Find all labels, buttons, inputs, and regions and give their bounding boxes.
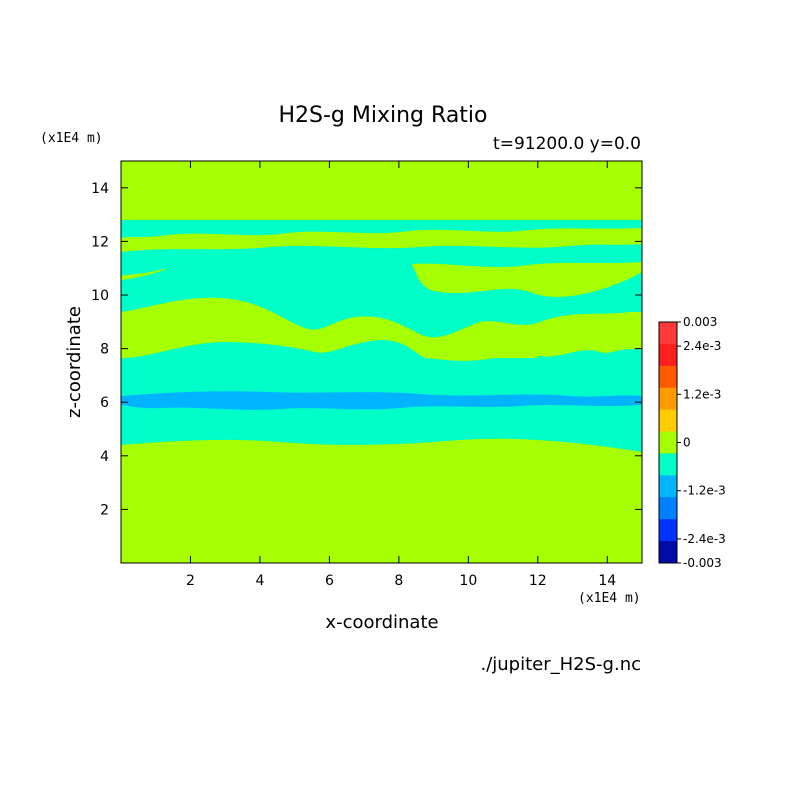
colorbar-swatch xyxy=(659,343,677,367)
chart-title: H2S-g Mixing Ratio xyxy=(278,103,487,128)
y-axis-label: z-coordinate xyxy=(64,306,85,418)
colorbar-swatch xyxy=(659,541,677,564)
chart-subtitle: t=91200.0 y=0.0 xyxy=(493,134,641,154)
colorbar-label: 0 xyxy=(683,436,691,450)
plot-frame xyxy=(120,160,643,564)
colorbar-swatch xyxy=(659,431,677,454)
colorbar-label: 1.2e-3 xyxy=(683,387,721,401)
region-cyan-upper-band xyxy=(121,244,642,276)
x-tick-label: 2 xyxy=(186,573,195,589)
colorbar-label: -0.003 xyxy=(683,556,722,570)
colorbar-label: -2.4e-3 xyxy=(683,532,726,546)
x-tick-label: 4 xyxy=(255,573,264,589)
x-tick-label: 10 xyxy=(459,573,477,589)
colorbar-swatch xyxy=(659,409,677,433)
region-cyan-top-band xyxy=(121,220,642,238)
x-tick-label: 14 xyxy=(598,573,616,589)
y-unit-label: (x1E4 m) xyxy=(40,131,103,146)
colorbar-swatch xyxy=(659,497,677,520)
y-axis: 2 4 6 8 10 12 14 xyxy=(91,181,642,518)
source-file-label: ./jupiter_H2S-g.nc xyxy=(480,654,641,675)
y-tick-label: 4 xyxy=(100,449,109,465)
y-tick-label: 2 xyxy=(100,502,109,518)
colorbar-label: -1.2e-3 xyxy=(683,484,726,498)
region-green-island xyxy=(484,344,538,358)
x-axis: 2 4 6 8 10 12 14 xyxy=(186,161,616,589)
y-tick-label: 12 xyxy=(91,234,109,250)
colorbar-swatch xyxy=(659,322,677,345)
x-axis-label: x-coordinate xyxy=(325,612,438,633)
colorbar: 0.003 2.4e-3 1.2e-3 0 -1.2e-3 -2.4e-3 -0.003 xyxy=(658,315,726,570)
plot-area xyxy=(120,160,643,564)
x-tick-label: 12 xyxy=(529,573,547,589)
x-unit-label: (x1E4 m) xyxy=(578,591,641,606)
colorbar-swatch xyxy=(659,453,677,476)
region-blue-band xyxy=(121,391,642,410)
colorbar-swatch xyxy=(659,387,677,411)
y-tick-label: 8 xyxy=(100,342,109,358)
y-tick-label: 14 xyxy=(91,181,109,197)
x-tick-label: 8 xyxy=(394,573,403,589)
colorbar-swatch xyxy=(659,519,677,542)
colorbar-swatch xyxy=(659,365,677,389)
y-tick-label: 6 xyxy=(100,395,109,411)
colorbar-label: 0.003 xyxy=(683,315,717,329)
colorbar-swatch xyxy=(659,475,677,498)
x-tick-label: 6 xyxy=(325,573,334,589)
colorbar-label: 2.4e-3 xyxy=(683,339,721,353)
y-tick-label: 10 xyxy=(91,288,109,304)
